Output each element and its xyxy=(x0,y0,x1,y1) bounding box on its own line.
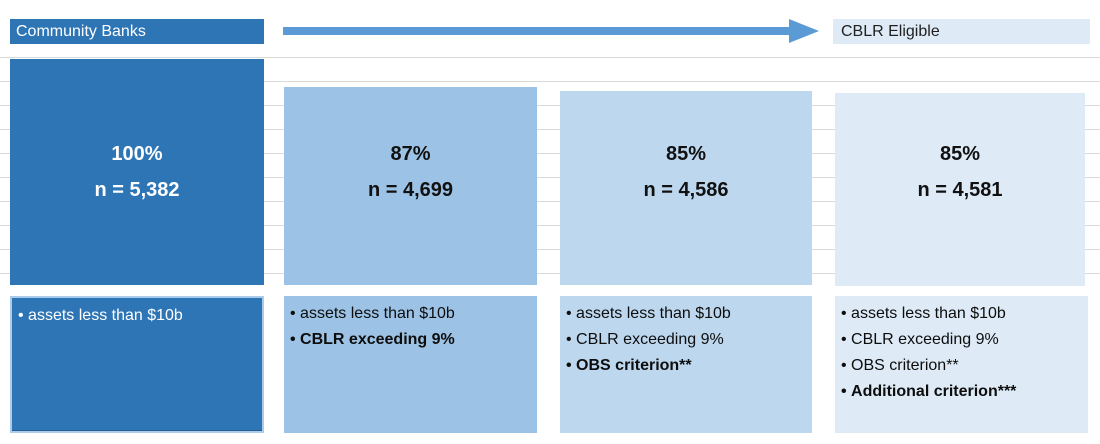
gridline xyxy=(0,201,1100,202)
percent-value: 85% xyxy=(665,143,707,165)
gridline xyxy=(0,225,1100,226)
gridline xyxy=(0,129,1100,130)
gridline xyxy=(0,81,1100,82)
n-value: n = 4,586 xyxy=(643,179,729,201)
funnel-step-3-stats: 85% n = 4,586 xyxy=(560,140,812,204)
percent-value: 85% xyxy=(939,143,981,165)
n-value: n = 4,581 xyxy=(917,179,1003,201)
criteria-item: OBS criterion** xyxy=(841,353,1084,379)
criteria-box-3: assets less than $10b CBLR exceeding 9% … xyxy=(560,296,812,433)
criteria-box-2: assets less than $10b CBLR exceeding 9% xyxy=(284,296,537,433)
criteria-list: assets less than $10b CBLR exceeding 9% … xyxy=(560,296,812,379)
gridline xyxy=(0,153,1100,154)
gridline xyxy=(0,273,1100,274)
funnel-step-2-box xyxy=(284,87,537,285)
criteria-list: assets less than $10b CBLR exceeding 9% xyxy=(284,296,537,353)
funnel-step-3-box xyxy=(560,91,812,285)
funnel-step-4-stats: 85% n = 4,581 xyxy=(835,140,1085,204)
criteria-list: assets less than $10b xyxy=(12,298,262,329)
funnel-step-1-stats: 100% n = 5,382 xyxy=(10,140,264,204)
criteria-item: CBLR exceeding 9% xyxy=(566,327,808,353)
criteria-item: assets less than $10b xyxy=(566,301,808,327)
gridline xyxy=(0,177,1100,178)
criteria-item: assets less than $10b xyxy=(290,301,533,327)
n-value: n = 5,382 xyxy=(94,179,180,201)
criteria-item: Additional criterion*** xyxy=(841,379,1084,405)
criteria-item: CBLR exceeding 9% xyxy=(290,327,533,353)
criteria-item: OBS criterion** xyxy=(566,353,808,379)
end-label-box: CBLR Eligible xyxy=(833,19,1090,44)
criteria-item: assets less than $10b xyxy=(18,303,258,329)
n-value: n = 4,699 xyxy=(367,179,454,201)
gridline xyxy=(0,249,1100,250)
start-label-box: Community Banks xyxy=(10,19,264,44)
criteria-item: assets less than $10b xyxy=(841,301,1084,327)
start-label: Community Banks xyxy=(16,22,146,40)
funnel-step-1-box xyxy=(10,59,264,285)
percent-value: 87% xyxy=(390,143,431,165)
gridline xyxy=(0,57,1100,58)
criteria-box-4: assets less than $10b CBLR exceeding 9% … xyxy=(835,296,1088,433)
funnel-step-2-stats: 87% n = 4,699 xyxy=(284,140,537,204)
criteria-list: assets less than $10b CBLR exceeding 9% … xyxy=(835,296,1088,405)
percent-value: 100% xyxy=(111,143,163,165)
criteria-item: CBLR exceeding 9% xyxy=(841,327,1084,353)
end-label: CBLR Eligible xyxy=(841,22,940,40)
gridline xyxy=(0,105,1100,106)
funnel-step-4-box xyxy=(835,93,1085,286)
flow-arrow-icon xyxy=(283,19,819,43)
criteria-box-1: assets less than $10b xyxy=(10,296,264,433)
